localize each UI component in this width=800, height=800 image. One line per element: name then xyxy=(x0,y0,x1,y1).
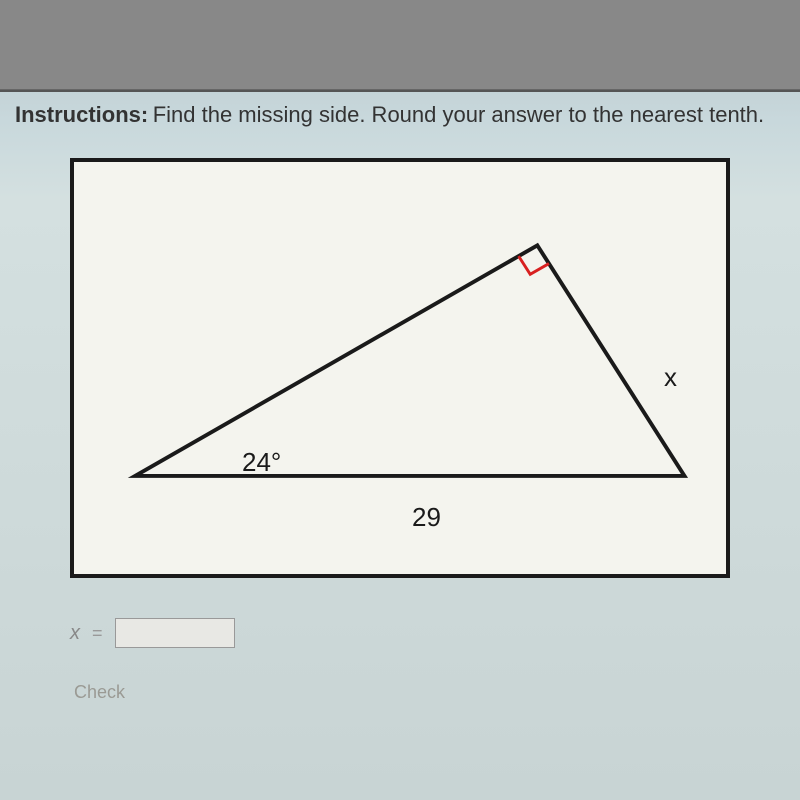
angle-24-label: 24° xyxy=(242,447,281,478)
diagram-container: 24° 29 x xyxy=(0,158,800,578)
instructions-text: Find the missing side. Round your answer… xyxy=(153,102,764,127)
answer-equals: = xyxy=(92,623,103,644)
instructions-label: Instructions: xyxy=(15,102,148,127)
top-bar xyxy=(0,0,800,90)
triangle-shape xyxy=(135,245,684,476)
check-button[interactable]: Check xyxy=(64,678,135,707)
triangle-svg xyxy=(74,162,726,574)
side-29-label: 29 xyxy=(412,502,441,533)
side-x-label: x xyxy=(664,362,677,393)
answer-row: x = xyxy=(0,578,800,648)
instructions-block: Instructions: Find the missing side. Rou… xyxy=(0,90,800,158)
answer-variable: x xyxy=(70,622,80,645)
answer-input[interactable] xyxy=(115,618,235,648)
diagram-box: 24° 29 x xyxy=(70,158,730,578)
